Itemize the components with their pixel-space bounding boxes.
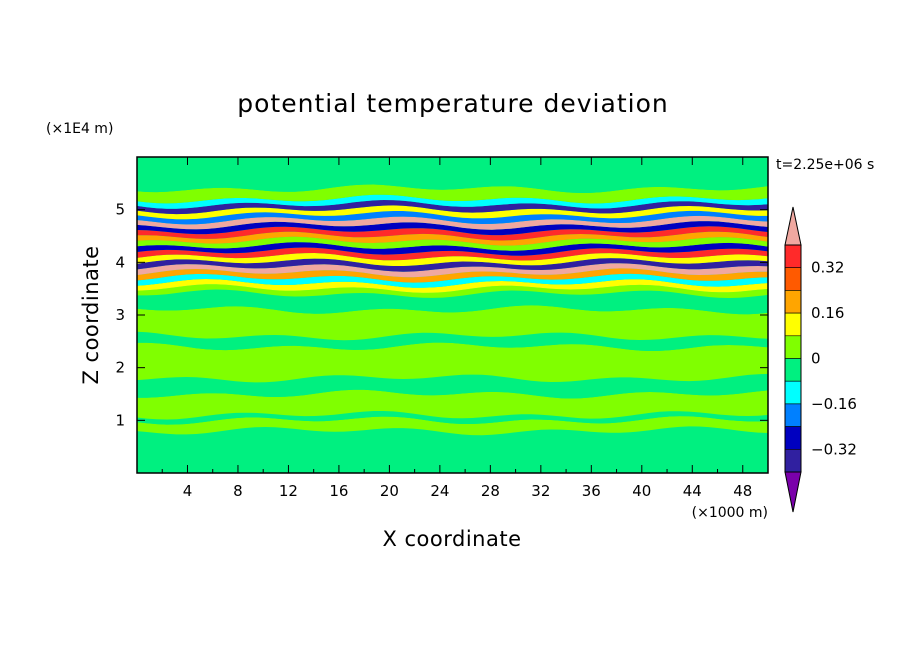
- colorbar: 0.32 0.16 0 −0.16 −0.32: [784, 206, 857, 513]
- contour-band-13: [137, 263, 768, 278]
- contour-band-20: [137, 226, 768, 241]
- contour-band-5: [137, 342, 768, 383]
- colorbar-frame: [784, 244, 802, 473]
- contour-band-7: [137, 305, 768, 341]
- time-label: t=2.25e+06 s: [776, 157, 874, 173]
- x-tick-label-5: 24: [430, 482, 449, 500]
- contour-band-25: [137, 200, 768, 215]
- colorbar-swatch-4: [784, 335, 802, 359]
- colorbar-swatch-1: [784, 267, 802, 291]
- colorbar-top-triangle: [784, 206, 802, 246]
- contour-band-18: [137, 236, 768, 251]
- colorbar-label-3: −0.16: [811, 395, 857, 413]
- contour-band-6: [137, 331, 768, 351]
- y-axis-ticks: 1 2 3 4 5: [115, 201, 768, 429]
- x-tick-label-3: 16: [329, 482, 348, 500]
- contour-band-9: [137, 284, 768, 298]
- contour-band-12: [137, 268, 768, 283]
- y-tick-label-1: 2: [115, 359, 125, 377]
- colorbar-label-2: 0: [811, 350, 821, 368]
- contour-band-27: [137, 184, 768, 204]
- colorbar-swatch-0: [784, 244, 802, 269]
- x-tick-label-6: 28: [481, 482, 500, 500]
- colorbar-swatch-7: [784, 403, 802, 427]
- contour-band-2: [137, 411, 768, 425]
- x-axis-ticks: 4 8 12 16 20 24 28 32 36 40 44 48: [161, 157, 752, 500]
- x-tick-label-7: 32: [531, 482, 550, 500]
- colorbar-swatch-9: [784, 448, 802, 473]
- x-tick-label-0: 4: [183, 482, 193, 500]
- colorbar-label-0: 0.32: [811, 259, 844, 277]
- contour-band-16: [137, 247, 768, 261]
- contour-band-10: [137, 279, 768, 293]
- x-tick-label-1: 8: [233, 482, 243, 500]
- contour-band-23: [137, 210, 768, 225]
- x-tick-label-10: 44: [683, 482, 702, 500]
- contour-band-4: [137, 373, 768, 399]
- colorbar-label-4: −0.32: [811, 440, 857, 458]
- x-tick-label-2: 12: [279, 482, 298, 500]
- y-tick-label-0: 1: [115, 411, 125, 429]
- x-tick-label-9: 40: [632, 482, 651, 500]
- x-tick-label-8: 36: [582, 482, 601, 500]
- contour-band-3: [137, 389, 768, 420]
- contour-band-26: [137, 194, 768, 209]
- contour-band-14: [137, 258, 768, 272]
- x-tick-label-11: 48: [733, 482, 752, 500]
- x-unit-label: (×1000 m): [692, 505, 768, 521]
- y-tick-label-3: 4: [115, 253, 125, 271]
- contour-band-15: [137, 253, 768, 266]
- y-unit-label: (×1E4 m): [46, 121, 113, 137]
- contour-band-19: [137, 231, 768, 246]
- x-axis-title: X coordinate: [382, 527, 521, 551]
- contour-band-21: [137, 221, 768, 236]
- contour-band-11: [137, 273, 768, 288]
- y-axis-title: Z coordinate: [79, 245, 103, 384]
- colorbar-swatch-6: [784, 380, 802, 405]
- contour-band-17: [137, 242, 768, 256]
- contour-band-1: [137, 416, 768, 436]
- x-tick-label-4: 20: [380, 482, 399, 500]
- colorbar-swatch-3: [784, 312, 802, 337]
- y-tick-label-2: 3: [115, 306, 125, 324]
- chart-title: potential temperature deviation: [237, 89, 668, 118]
- colorbar-swatch-5: [784, 358, 802, 382]
- contour-band-22: [137, 215, 768, 230]
- y-tick-label-4: 5: [115, 201, 125, 219]
- contour-field: [137, 157, 768, 473]
- colorbar-bottom-triangle: [784, 471, 802, 513]
- contour-band-0: [137, 426, 768, 473]
- contour-band-28: [137, 157, 768, 193]
- colorbar-label-1: 0.16: [811, 304, 844, 322]
- contour-band-24: [137, 205, 768, 220]
- contour-band-8: [137, 289, 768, 315]
- colorbar-swatch-2: [784, 290, 802, 314]
- colorbar-swatch-8: [784, 426, 802, 450]
